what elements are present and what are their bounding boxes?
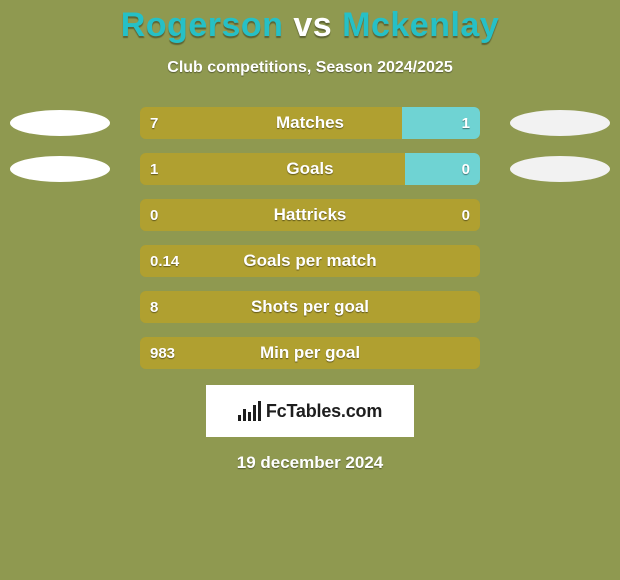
subtitle: Club competitions, Season 2024/2025 xyxy=(0,59,620,77)
date-text: 19 december 2024 xyxy=(0,453,620,473)
stat-bar-left xyxy=(140,153,405,185)
stat-row: 8Shots per goal xyxy=(0,291,620,323)
stat-row: 71Matches xyxy=(0,107,620,139)
stat-row: 10Goals xyxy=(0,153,620,185)
stat-bar: 00Hattricks xyxy=(140,199,480,231)
stat-rows: 71Matches 10Goals 00Hattricks 0.14Goals per… xyxy=(0,107,620,369)
comparison-card: Rogerson vs Mckenlay Club competitions, … xyxy=(0,0,620,580)
stat-row: 983Min per goal xyxy=(0,337,620,369)
player2-oval xyxy=(510,156,610,182)
stat-bar: 0.14Goals per match xyxy=(140,245,480,277)
stat-bar-right xyxy=(405,153,480,185)
bar-chart-icon xyxy=(238,401,264,421)
stat-bar-left xyxy=(140,199,480,231)
title-vs: vs xyxy=(293,6,332,44)
brand-text: FcTables.com xyxy=(266,401,382,422)
stat-row: 0.14Goals per match xyxy=(0,245,620,277)
stat-bar-left xyxy=(140,245,480,277)
stat-bar-left xyxy=(140,291,480,323)
title-player2: Mckenlay xyxy=(342,6,499,44)
stat-bar: 10Goals xyxy=(140,153,480,185)
player2-oval xyxy=(510,110,610,136)
title-player1: Rogerson xyxy=(121,6,284,44)
brand-box: FcTables.com xyxy=(206,385,414,437)
page-title: Rogerson vs Mckenlay xyxy=(0,6,620,45)
stat-bar: 71Matches xyxy=(140,107,480,139)
stat-row: 00Hattricks xyxy=(0,199,620,231)
player1-oval xyxy=(10,156,110,182)
stat-bar: 8Shots per goal xyxy=(140,291,480,323)
player1-oval xyxy=(10,110,110,136)
stat-bar-right xyxy=(402,107,480,139)
stat-bar: 983Min per goal xyxy=(140,337,480,369)
stat-bar-left xyxy=(140,337,480,369)
stat-bar-left xyxy=(140,107,402,139)
